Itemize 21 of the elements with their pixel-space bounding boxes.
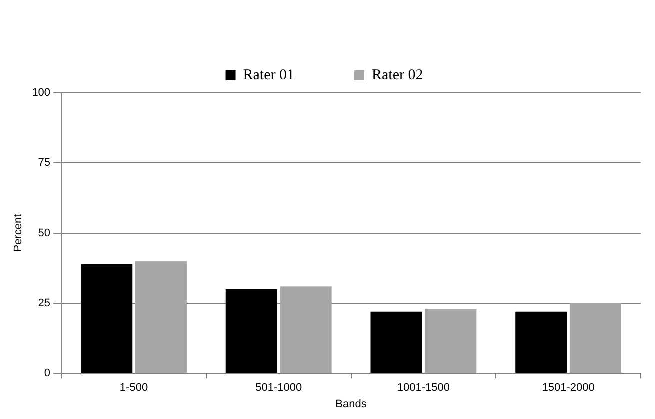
bar bbox=[81, 264, 133, 374]
x-tick-label: 501-1000 bbox=[256, 382, 302, 394]
y-tick-label: 0 bbox=[44, 368, 51, 380]
legend-label: Rater 02 bbox=[372, 67, 424, 84]
bar bbox=[280, 286, 332, 374]
bar bbox=[226, 289, 278, 374]
x-tick-label: 1001-1500 bbox=[397, 382, 450, 394]
bar bbox=[425, 309, 477, 374]
y-tick-label: 50 bbox=[38, 227, 51, 240]
legend-label: Rater 01 bbox=[243, 67, 294, 84]
x-tick-label: 1501-2000 bbox=[542, 382, 595, 394]
bar bbox=[135, 261, 187, 374]
y-tick-label: 75 bbox=[38, 157, 51, 170]
bar bbox=[370, 312, 422, 374]
bar bbox=[516, 312, 568, 374]
y-axis-title: Percent bbox=[12, 214, 25, 252]
x-axis-title: Bands bbox=[336, 398, 368, 410]
y-tick-label: 25 bbox=[38, 297, 51, 310]
y-tick-label: 100 bbox=[32, 87, 51, 100]
x-tick-label: 1-500 bbox=[120, 382, 148, 394]
bar bbox=[570, 303, 622, 374]
